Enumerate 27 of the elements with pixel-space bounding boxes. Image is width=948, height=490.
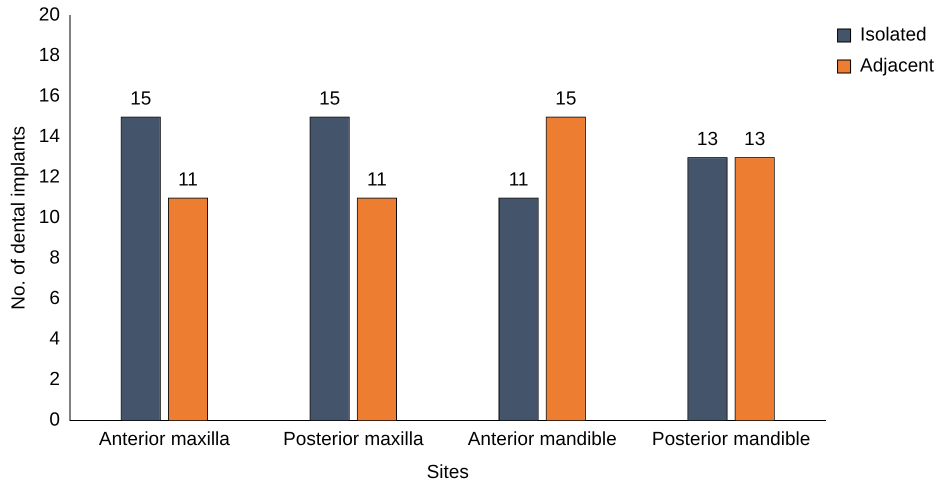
legend-label: Adjacent <box>860 56 935 77</box>
y-tick-label: 12 <box>38 166 60 188</box>
x-axis-title: Sites <box>426 462 469 483</box>
data-label: 11 <box>178 169 198 190</box>
data-label: 13 <box>744 128 766 150</box>
y-tick-label: 18 <box>38 45 60 66</box>
x-tick-label: Anterior maxilla <box>98 429 230 450</box>
y-tick-label: 16 <box>38 86 60 107</box>
y-tick-label: 20 <box>38 4 60 26</box>
y-tick-label: 6 <box>49 288 60 310</box>
data-label: 15 <box>555 88 576 110</box>
y-tick-label: 10 <box>38 207 60 228</box>
y-tick-label: 2 <box>49 369 60 390</box>
x-tick-label: Posterior mandible <box>652 429 810 450</box>
data-label: 15 <box>130 88 152 110</box>
y-tick-label: 14 <box>38 126 60 148</box>
x-tick-label: Posterior maxilla <box>283 429 424 450</box>
y-tick-label: 8 <box>49 248 60 269</box>
y-tick-label: 0 <box>49 410 60 431</box>
y-tick-label: 4 <box>49 328 60 350</box>
y-axis-title: No. of dental implants <box>8 126 30 310</box>
data-label: 15 <box>319 88 340 110</box>
legend-label: Isolated <box>860 24 927 46</box>
data-label: 13 <box>696 128 718 150</box>
data-label: 11 <box>367 169 387 190</box>
x-tick-label: Anterior mandible <box>468 429 617 450</box>
data-label: 11 <box>508 169 528 190</box>
